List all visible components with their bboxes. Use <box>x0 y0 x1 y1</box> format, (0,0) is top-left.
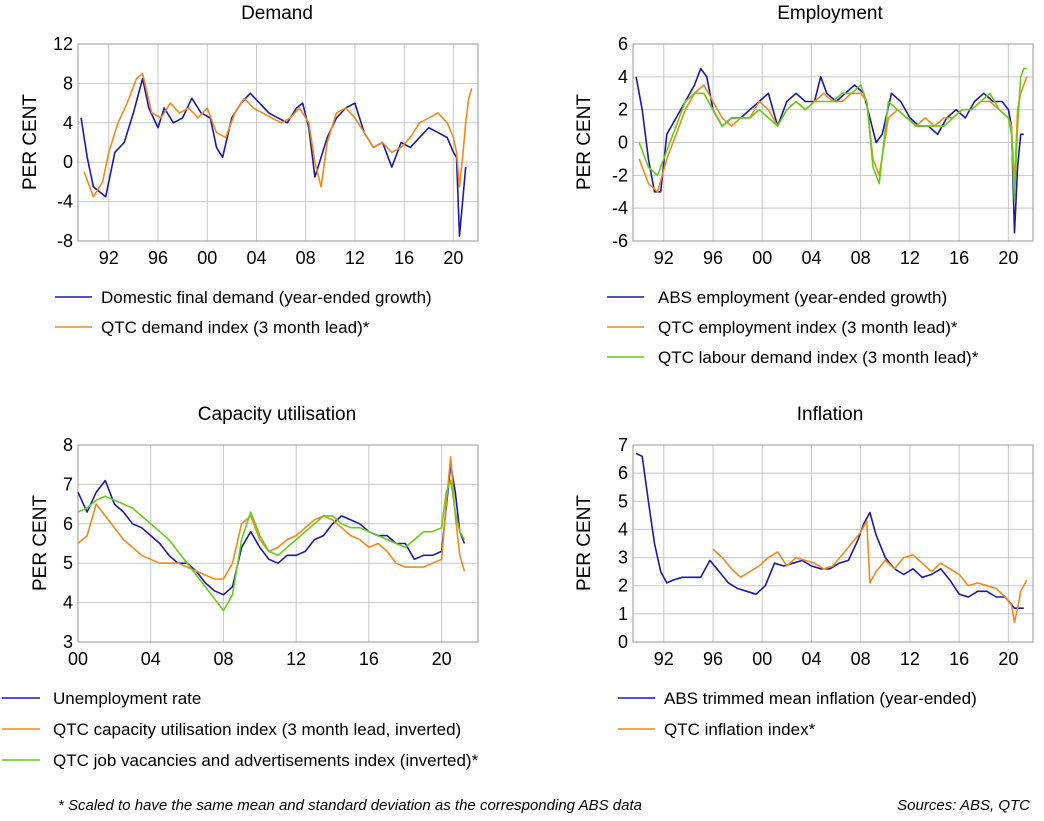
x-tick-label: 04 <box>801 248 821 268</box>
plot-frame <box>632 444 1034 643</box>
x-tick-label: 04 <box>141 649 161 669</box>
x-tick-label: 20 <box>998 649 1018 669</box>
y-tick-label: 5 <box>618 491 628 511</box>
y-tick-label: -8 <box>57 231 73 251</box>
x-tick-label: 96 <box>703 649 723 669</box>
x-tick-label: 20 <box>998 248 1018 268</box>
x-tick-label: 20 <box>432 649 452 669</box>
x-tick-label: 00 <box>68 649 88 669</box>
y-tick-label: 4 <box>63 593 73 613</box>
x-tick-label: 12 <box>345 248 365 268</box>
y-tick-label: 0 <box>618 632 628 652</box>
y-tick-label: 2 <box>618 100 628 120</box>
series-line <box>80 77 467 237</box>
legend-label: ABS employment (year-ended growth) <box>658 288 947 307</box>
x-tick-label: 12 <box>900 248 920 268</box>
y-tick-label: -4 <box>612 198 628 218</box>
legend-label: QTC labour demand index (3 month lead)* <box>658 348 979 367</box>
y-axis-label: PER CENT <box>574 495 595 591</box>
series-line <box>77 455 466 580</box>
y-tick-label: -6 <box>612 231 628 251</box>
x-tick-label: 12 <box>900 649 920 669</box>
x-tick-label: 08 <box>851 649 871 669</box>
legend-label: QTC demand index (3 month lead)* <box>101 318 370 337</box>
plot-frame <box>77 43 479 242</box>
y-tick-label: 7 <box>63 474 73 494</box>
plot-frame <box>77 444 479 643</box>
legend-label: QTC capacity utilisation index (3 month … <box>53 720 461 739</box>
x-tick-label: 20 <box>443 248 463 268</box>
x-tick-label: 04 <box>246 248 266 268</box>
chart-title: Employment <box>777 3 883 24</box>
y-tick-label: 6 <box>618 463 628 483</box>
y-tick-label: 5 <box>63 553 73 573</box>
x-tick-label: 16 <box>359 649 379 669</box>
sources-note: Sources: ABS, QTC <box>897 797 1030 814</box>
y-tick-label: 4 <box>63 113 73 133</box>
y-tick-label: 0 <box>618 133 628 153</box>
series-line <box>638 67 1027 201</box>
x-tick-label: 16 <box>949 649 969 669</box>
series-line <box>638 76 1028 193</box>
legend-label: QTC inflation index* <box>664 720 816 739</box>
y-tick-label: 0 <box>63 152 73 172</box>
chart-title: Demand <box>241 3 313 24</box>
y-tick-label: -4 <box>57 192 73 212</box>
y-axis-label: PER CENT <box>574 94 595 190</box>
y-tick-label: 2 <box>618 576 628 596</box>
y-tick-label: 3 <box>63 632 73 652</box>
x-tick-label: 08 <box>213 649 233 669</box>
legend-label: Unemployment rate <box>53 689 201 708</box>
y-tick-label: 6 <box>63 514 73 534</box>
x-tick-label: 00 <box>752 649 772 669</box>
x-tick-label: 92 <box>654 649 674 669</box>
y-tick-label: 8 <box>63 73 73 93</box>
y-tick-label: 8 <box>63 435 73 455</box>
y-tick-label: -2 <box>612 165 628 185</box>
x-tick-label: 16 <box>949 248 969 268</box>
legend-label: QTC job vacancies and advertisements ind… <box>53 751 479 770</box>
y-axis-label: PER CENT <box>30 495 51 591</box>
x-tick-label: 96 <box>703 248 723 268</box>
x-tick-label: 00 <box>752 248 772 268</box>
x-tick-label: 16 <box>394 248 414 268</box>
x-tick-label: 96 <box>148 248 168 268</box>
footnote: * Scaled to have the same mean and stand… <box>58 797 642 814</box>
chart-title: Inflation <box>797 404 864 425</box>
x-tick-label: 04 <box>801 649 821 669</box>
x-tick-label: 00 <box>197 248 217 268</box>
x-tick-label: 08 <box>851 248 871 268</box>
plot-frame <box>632 43 1034 242</box>
series-line <box>77 479 466 612</box>
y-tick-label: 4 <box>618 519 628 539</box>
series-line <box>77 463 466 596</box>
y-tick-label: 3 <box>618 548 628 568</box>
chart-title: Capacity utilisation <box>198 404 356 425</box>
series-line <box>712 520 1028 624</box>
legend-label: QTC employment index (3 month lead)* <box>658 318 958 337</box>
x-tick-label: 12 <box>286 649 306 669</box>
y-tick-label: 4 <box>618 67 628 87</box>
y-tick-label: 12 <box>53 34 73 54</box>
legend-label: Domestic final demand (year-ended growth… <box>101 288 432 307</box>
y-axis-label: PER CENT <box>20 94 41 190</box>
y-tick-label: 1 <box>618 604 628 624</box>
y-tick-label: 6 <box>618 34 628 54</box>
x-tick-label: 08 <box>296 248 316 268</box>
legend-label: ABS trimmed mean inflation (year-ended) <box>664 689 977 708</box>
series-line <box>635 452 1024 610</box>
series-line <box>83 72 473 198</box>
x-tick-label: 92 <box>654 248 674 268</box>
x-tick-label: 92 <box>99 248 119 268</box>
y-tick-label: 7 <box>618 435 628 455</box>
